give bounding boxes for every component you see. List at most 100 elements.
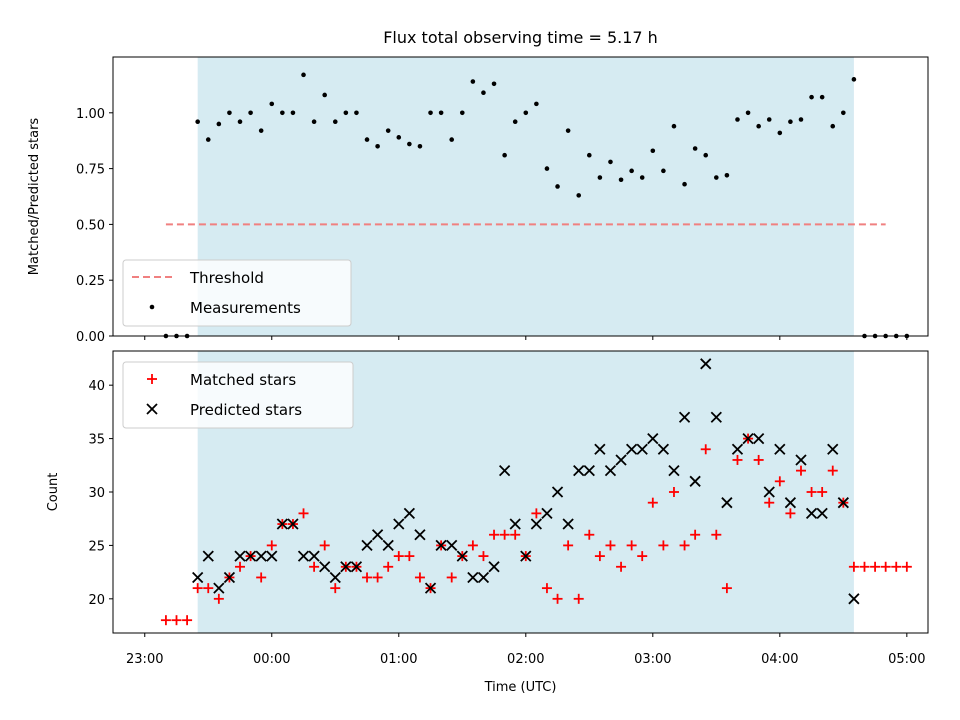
predicted-star-point (297, 550, 310, 562)
y-tick-label: 0.50 (76, 218, 105, 233)
measurement-point (227, 110, 232, 116)
x-tick-label: 01:00 (380, 652, 417, 667)
x-tick-label: 04:00 (761, 652, 798, 667)
measurement-point (364, 137, 370, 142)
chart-title: Flux total observing time = 5.17 h (383, 28, 658, 47)
y-tick-label: 20 (88, 593, 105, 608)
matched-star-point (711, 529, 722, 540)
count-y-ticks: 20 25 30 35 40 (88, 379, 113, 608)
matched-star-point (467, 540, 478, 551)
matched-star-point (626, 540, 637, 551)
measurement-point (481, 90, 486, 96)
y-tick-label: 30 (88, 486, 105, 501)
y-tick-label: 0.25 (76, 274, 105, 289)
predicted-star-point (604, 464, 617, 477)
measurement-point (237, 119, 243, 125)
measurement-point (502, 152, 507, 158)
matched-star-point (319, 540, 330, 551)
predicted-star-point (816, 507, 828, 520)
measurement-point (407, 141, 412, 147)
predicted-star-point (710, 411, 722, 423)
measurement-point (661, 168, 666, 174)
x-stroke (297, 550, 310, 562)
measurement-point (608, 159, 613, 165)
predicted-star-point (520, 550, 532, 562)
predicted-star-point (424, 582, 437, 594)
matched-star-point (668, 487, 679, 497)
matched-star-point (573, 593, 584, 604)
matched-star-point (531, 508, 542, 519)
predicted-star-point (795, 454, 807, 466)
predicted-star-point (223, 571, 236, 584)
x-stroke (244, 550, 257, 562)
measurement-point (428, 110, 433, 116)
matched-star-point (637, 551, 648, 562)
predicted-star-point (414, 529, 426, 541)
time-x-ticks: 23:00 00:00 01:00 02:00 03:00 04:00 05:00 (126, 633, 926, 667)
matched-star-point (552, 593, 563, 604)
x-stroke (520, 550, 532, 562)
measurement-point (280, 110, 285, 116)
x-stroke (710, 411, 722, 423)
matched-star-point (372, 572, 383, 583)
x-stroke (319, 561, 331, 573)
x-stroke (382, 539, 394, 552)
legend-box (122, 259, 352, 327)
matched-star-point (605, 540, 616, 551)
predicted-star-point (678, 411, 691, 423)
measurement-point (639, 175, 645, 180)
predicted-star-point (700, 358, 712, 370)
predicted-star-point (827, 443, 839, 455)
y-tick-label: 0.00 (76, 330, 105, 345)
matched-star-point (383, 561, 394, 572)
matched-star-point (616, 561, 627, 572)
matched-star-point (764, 497, 775, 508)
x-stroke (350, 561, 363, 573)
measurement-point (597, 175, 603, 180)
measurement-point (301, 72, 306, 78)
measurement-point (491, 81, 497, 87)
x-stroke (308, 550, 320, 562)
matched-star-point (446, 572, 457, 583)
ratio-panel-frame (112, 56, 929, 337)
x-stroke (541, 507, 553, 520)
matched-star-point (870, 561, 881, 572)
predicted-star-point (371, 529, 384, 541)
matched-star-point (700, 444, 711, 455)
matched-star-point (478, 551, 489, 562)
measurement-point (819, 94, 825, 100)
measurement-point (449, 137, 455, 142)
x-stroke (202, 550, 214, 562)
measurement-point (735, 117, 740, 122)
predicted-star-point (636, 443, 648, 455)
matched-star-point (213, 593, 224, 604)
predicted-star-point (350, 561, 363, 573)
x-stroke (742, 432, 754, 445)
matched-star-point (510, 529, 521, 540)
count-y-axis-label: Count (46, 473, 61, 512)
matched-star-point (330, 583, 341, 594)
measurement-point (523, 110, 529, 116)
predicted-star-point (467, 571, 479, 584)
measurement-point (809, 94, 814, 100)
x-stroke (403, 507, 416, 520)
matched-star-point (891, 561, 902, 572)
predicted-star-point (657, 443, 670, 455)
measurement-point (724, 172, 730, 178)
measurement-point (258, 128, 264, 133)
x-stroke (266, 550, 278, 562)
x-stroke (509, 518, 521, 530)
x-stroke (573, 464, 585, 477)
x-stroke (731, 443, 744, 455)
predicted-star-point (308, 550, 320, 562)
measurement-point (629, 168, 634, 174)
matched-star-point (584, 529, 595, 540)
x-stroke (795, 454, 807, 466)
x-stroke (678, 411, 691, 423)
measurement-point (745, 110, 751, 116)
predicted-star-point (731, 443, 744, 455)
time-x-axis-label: Time (UTC) (484, 680, 557, 695)
predicted-star-point (361, 539, 373, 552)
measurement-point (682, 181, 687, 187)
measurement-point (322, 92, 327, 98)
